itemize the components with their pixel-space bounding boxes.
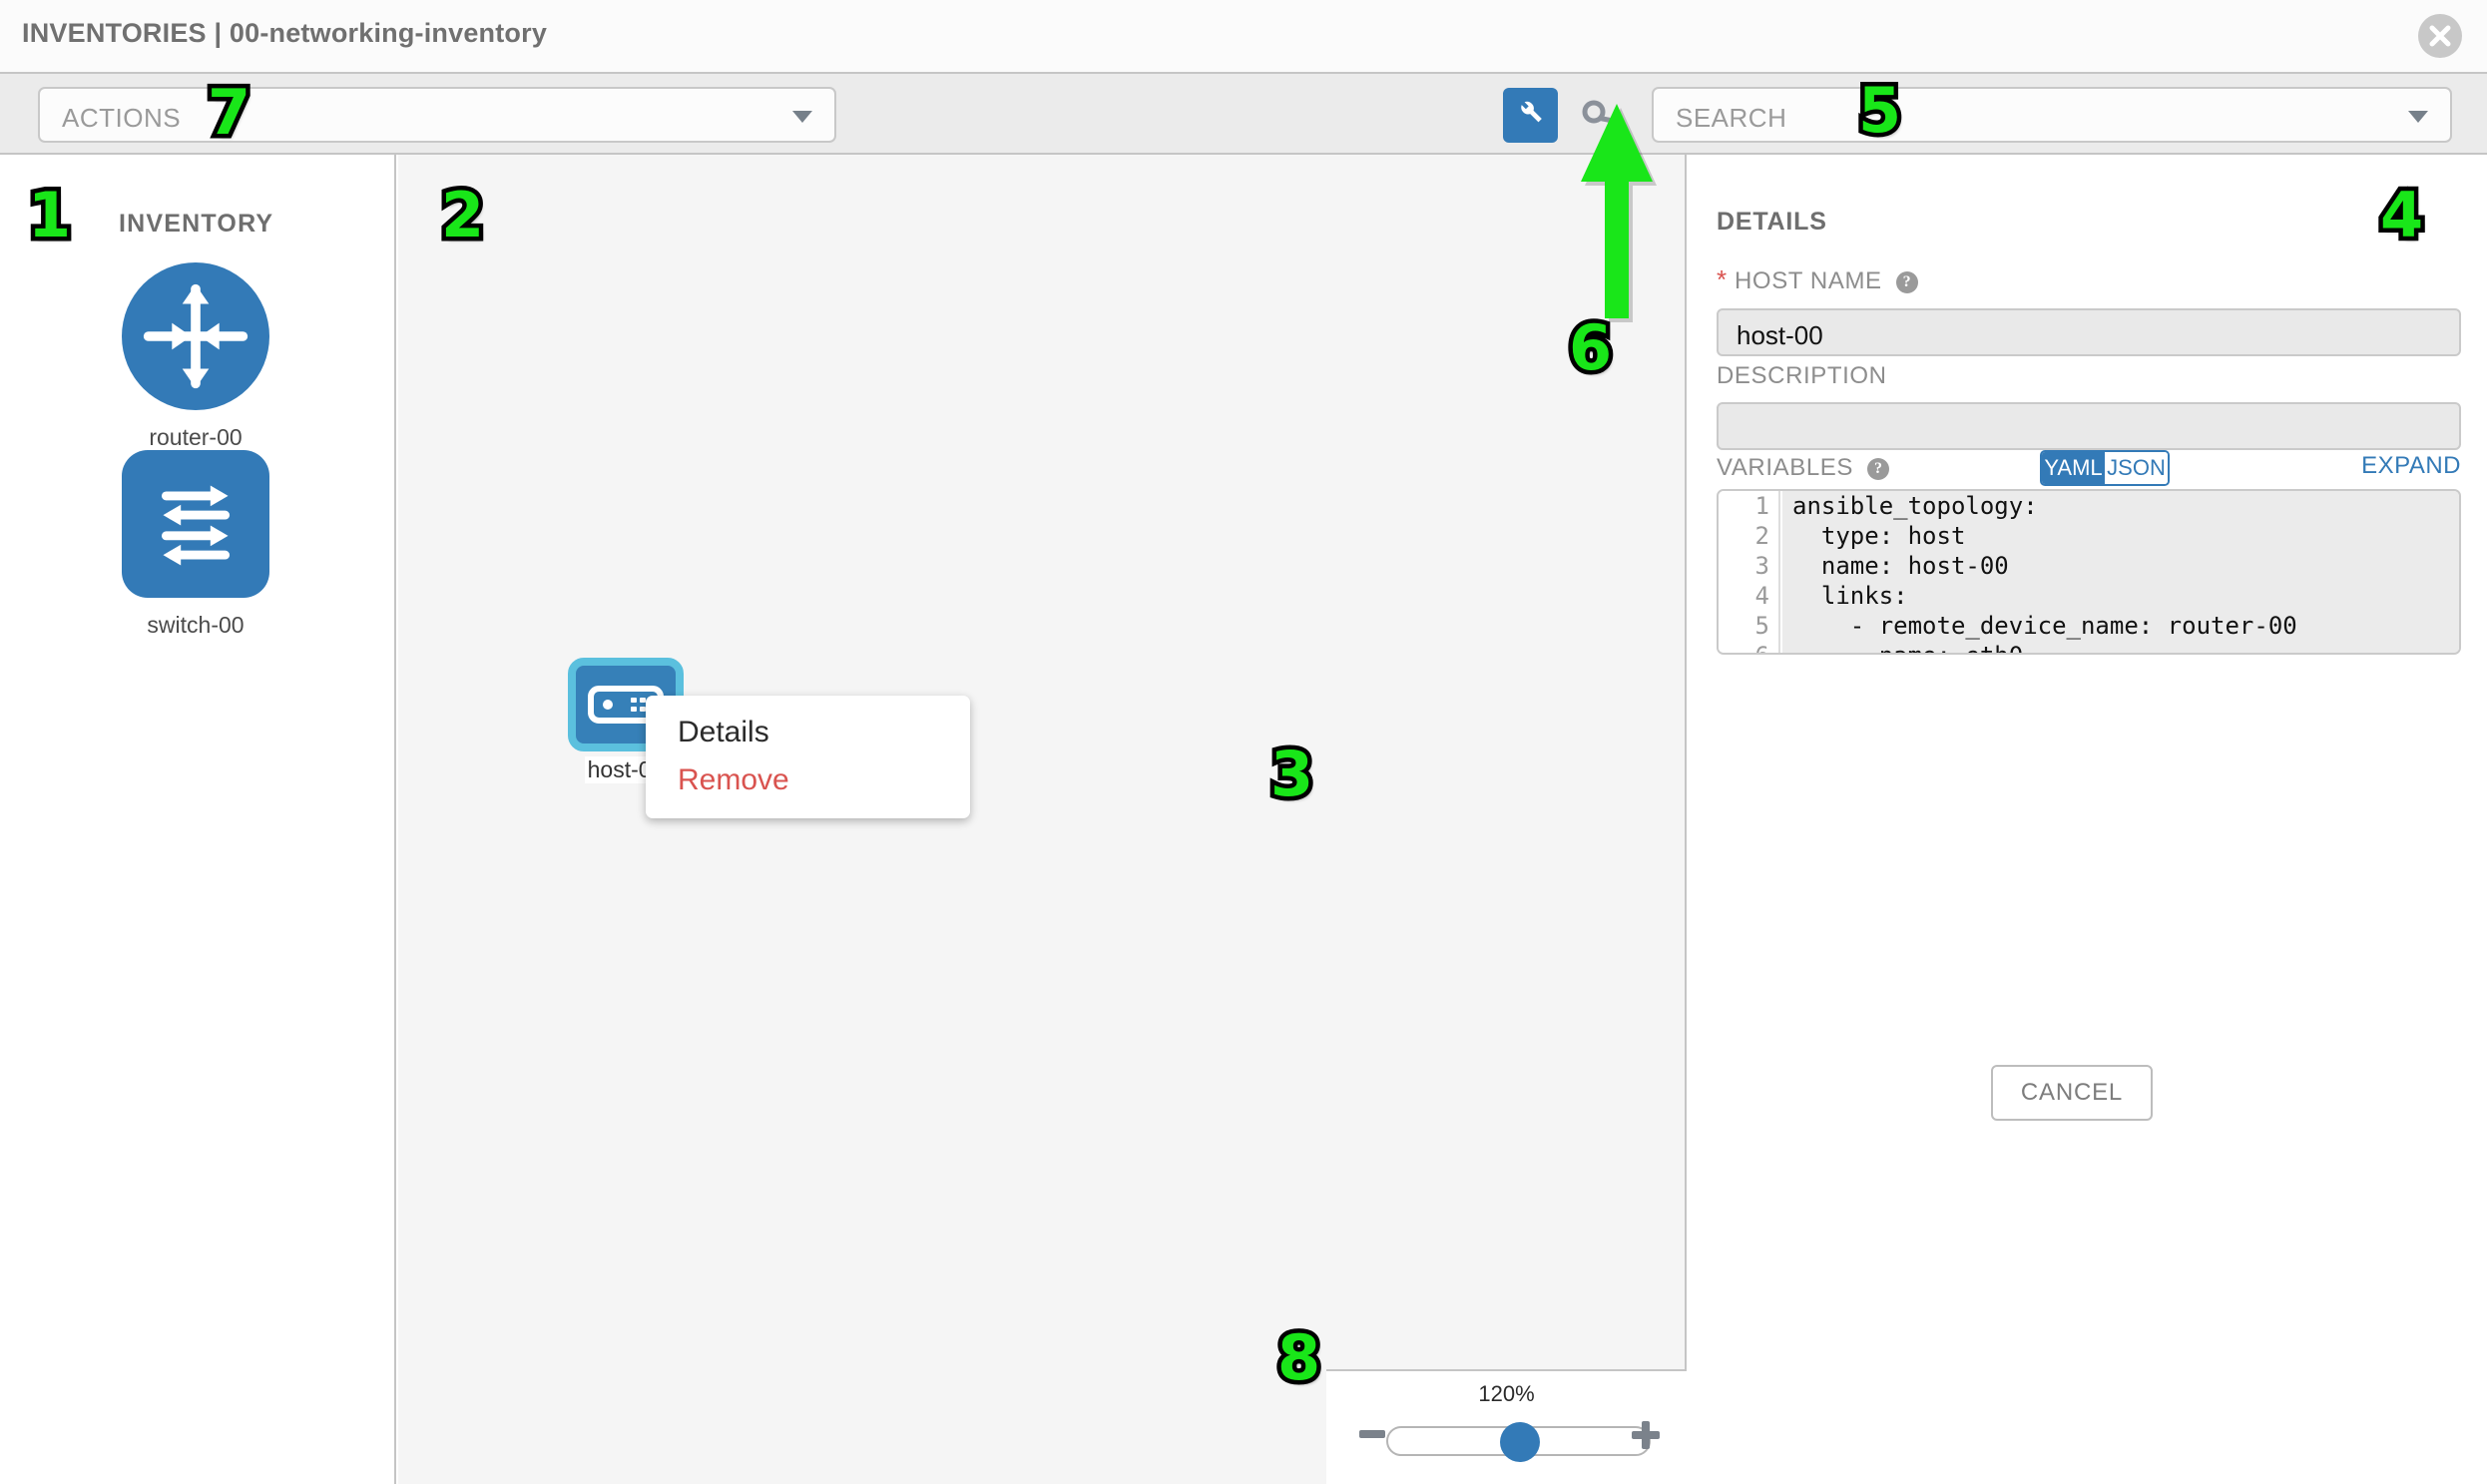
description-label: DESCRIPTION bbox=[1717, 362, 1887, 389]
plus-icon bbox=[1632, 1421, 1660, 1449]
wrench-icon bbox=[1521, 101, 1542, 123]
code-line: ansible_topology: bbox=[1792, 492, 2038, 520]
sidebar-item-switch-00[interactable]: switch-00 bbox=[101, 450, 290, 639]
inventory-sidebar: INVENTORY router-00 bbox=[0, 155, 396, 1484]
line-number: 6 bbox=[1719, 641, 1778, 653]
tab-yaml[interactable]: YAML bbox=[2042, 452, 2105, 484]
switch-icon bbox=[122, 450, 269, 598]
code-text-area[interactable]: ansible_topology: type: host name: host-… bbox=[1782, 491, 2459, 653]
code-line: name: eth0 bbox=[1792, 641, 2459, 653]
zoom-out-button[interactable] bbox=[1357, 1427, 1387, 1446]
sidebar-item-router-00[interactable]: router-00 bbox=[101, 262, 290, 451]
line-number: 3 bbox=[1754, 552, 1769, 580]
topology-canvas[interactable]: host-00 Details Remove bbox=[398, 155, 1687, 1484]
line-number: 4 bbox=[1754, 582, 1769, 610]
modal-titlebar: INVENTORIES | 00-networking-inventory bbox=[0, 0, 2487, 72]
toolbar: ACTIONS SEARCH bbox=[0, 72, 2487, 155]
variables-format-toggle: YAML JSON bbox=[2040, 450, 2170, 486]
code-line: name: host-00 bbox=[1792, 552, 2009, 580]
question-circle-icon[interactable]: ? bbox=[1895, 271, 1918, 293]
host-name-label: * HOST NAME ? bbox=[1717, 264, 1918, 295]
cancel-button[interactable]: CANCEL bbox=[1991, 1065, 2153, 1121]
host-name-field[interactable]: host-00 bbox=[1717, 308, 2461, 356]
zoom-slider[interactable] bbox=[1386, 1422, 1651, 1462]
context-menu-item-remove[interactable]: Remove bbox=[678, 763, 789, 796]
variables-label: VARIABLES ? bbox=[1717, 454, 1890, 482]
search-placeholder: SEARCH bbox=[1676, 103, 1787, 133]
line-number: 5 bbox=[1754, 612, 1769, 640]
toggle-edit-mode-button[interactable] bbox=[1503, 88, 1558, 143]
code-line-numbers: 1 2 3 4 5 6 7 bbox=[1719, 491, 1780, 653]
details-panel: DETAILS * HOST NAME ? host-00 DESCRIPTIO… bbox=[1689, 155, 2487, 1484]
zoom-slider-thumb[interactable] bbox=[1500, 1422, 1540, 1462]
code-line: links: bbox=[1792, 582, 1908, 610]
close-icon[interactable] bbox=[2418, 14, 2462, 58]
details-heading: DETAILS bbox=[1717, 208, 1827, 236]
chevron-down-icon bbox=[792, 111, 812, 123]
minus-icon bbox=[1359, 1430, 1385, 1438]
switch-glyph bbox=[161, 485, 231, 566]
zoom-percentage-label: 120% bbox=[1478, 1381, 1535, 1406]
key-icon[interactable] bbox=[1575, 90, 1627, 142]
key-glyph bbox=[1582, 100, 1621, 131]
sidebar-item-label: switch-00 bbox=[147, 612, 245, 638]
zoom-control-panel: 120% bbox=[1326, 1369, 1687, 1484]
variables-label-text: VARIABLES bbox=[1717, 454, 1854, 481]
actions-dropdown[interactable]: ACTIONS bbox=[38, 87, 836, 143]
search-input[interactable]: SEARCH bbox=[1652, 87, 2452, 143]
actions-dropdown-label: ACTIONS bbox=[62, 103, 182, 133]
chevron-down-icon[interactable] bbox=[2408, 111, 2428, 123]
tab-json[interactable]: JSON bbox=[2105, 452, 2168, 484]
required-asterisk: * bbox=[1717, 264, 1728, 294]
code-line: - remote_device_name: router-00 bbox=[1792, 612, 2297, 640]
router-icon bbox=[122, 262, 269, 410]
page-title: INVENTORIES | 00-networking-inventory bbox=[22, 18, 548, 48]
zoom-in-button[interactable] bbox=[1630, 1419, 1662, 1456]
description-field[interactable] bbox=[1717, 402, 2461, 450]
variables-code-editor[interactable]: 1 2 3 4 5 6 7 ansible_topology: type: ho… bbox=[1717, 489, 2461, 655]
line-number: 1 bbox=[1754, 492, 1769, 520]
question-circle-icon[interactable]: ? bbox=[1867, 458, 1890, 480]
code-line: type: host bbox=[1792, 522, 1966, 550]
line-number: 2 bbox=[1754, 522, 1769, 550]
node-context-menu: Details Remove bbox=[646, 696, 970, 818]
host-name-label-text: HOST NAME bbox=[1735, 267, 1882, 294]
context-menu-item-details[interactable]: Details bbox=[678, 716, 769, 748]
sidebar-item-label: router-00 bbox=[149, 424, 243, 450]
sidebar-title: INVENTORY bbox=[119, 210, 274, 238]
router-glyph bbox=[143, 283, 249, 389]
expand-variables-link[interactable]: EXPAND bbox=[2361, 452, 2461, 479]
host-name-value: host-00 bbox=[1737, 320, 1823, 350]
close-x-glyph bbox=[2429, 25, 2451, 47]
